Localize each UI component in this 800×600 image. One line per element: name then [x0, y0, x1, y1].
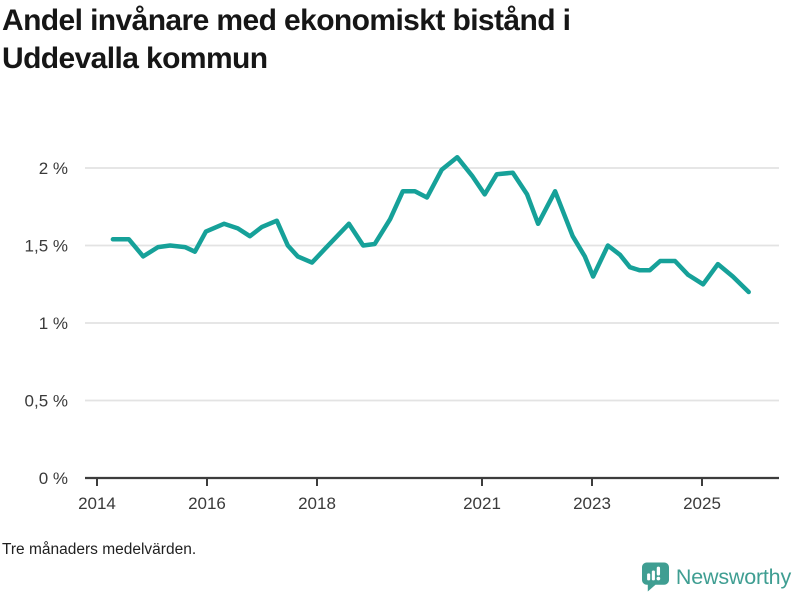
chart-title: Andel invånare med ekonomiskt bistånd i … — [2, 2, 762, 78]
chart-title-line2: Uddevalla kommun — [2, 42, 268, 75]
x-axis-label: 2018 — [298, 494, 336, 513]
y-axis-label: 0 % — [39, 469, 68, 488]
y-axis-label: 0,5 % — [25, 392, 68, 411]
x-axis-label: 2023 — [573, 494, 611, 513]
newsworthy-logo-text: Newsworthy — [675, 564, 791, 589]
newsworthy-icon — [641, 562, 669, 592]
footnote: Tre månaders medelvärden. — [2, 541, 197, 558]
newsworthy-logo: Newsworthy — [641, 562, 791, 592]
y-axis-label: 2 % — [39, 159, 68, 178]
data-line — [110, 154, 751, 295]
x-axis-label: 2016 — [188, 494, 226, 513]
x-axis-label: 2025 — [683, 494, 721, 513]
chart-title-line1: Andel invånare med ekonomiskt bistånd i — [2, 4, 571, 37]
x-axis-label: 2014 — [78, 494, 116, 513]
y-axis-label: 1 % — [39, 314, 68, 333]
x-axis-label: 2021 — [463, 494, 501, 513]
y-axis-label: 1,5 % — [25, 237, 68, 256]
